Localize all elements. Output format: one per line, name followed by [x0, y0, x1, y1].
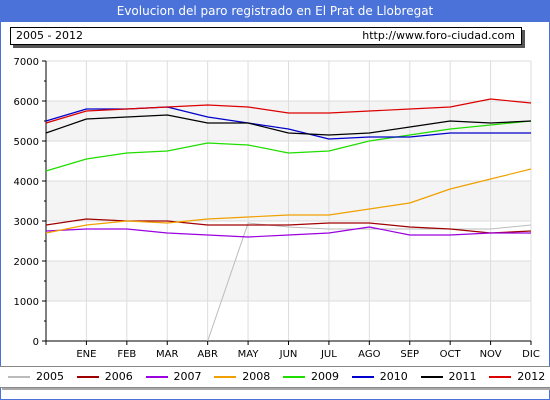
series-line-2005 — [207, 222, 532, 342]
x-tick-label: ABR — [197, 349, 218, 360]
x-tick-label: ENE — [76, 349, 96, 360]
legend-swatch — [8, 376, 30, 378]
y-tick-label: 2000 — [14, 257, 39, 268]
x-tick-label: DIC — [522, 349, 540, 360]
x-tick-label: SEP — [400, 349, 419, 360]
y-tick-label: 5000 — [14, 137, 39, 148]
legend-label: 2009 — [311, 370, 339, 383]
line-chart: 0 1000 2000 3000 4000 5000 6000 7000 ENE FEB MAR AB… — [14, 57, 540, 360]
series-line-2007 — [45, 226, 531, 238]
info-box: 2005 - 2012 http://www.foro-ciudad.com — [10, 27, 522, 45]
x-tick-label: MAR — [156, 349, 178, 360]
legend-swatch — [76, 376, 99, 378]
legend-swatch — [420, 376, 443, 378]
legend-label: 2008 — [242, 370, 271, 383]
legend-label: 2012 — [517, 370, 546, 383]
x-tick-label: JUL — [320, 349, 337, 360]
date-range-label: 2005 - 2012 — [16, 29, 83, 42]
legend-label: 2011 — [448, 370, 477, 383]
series-line-2009 — [45, 120, 532, 172]
legend-swatch — [489, 376, 512, 378]
y-tick-label: 4000 — [14, 177, 39, 188]
source-url-label[interactable]: http://www.foro-ciudad.com — [362, 29, 515, 42]
legend-swatch — [351, 376, 374, 378]
chart-title: Evolucion del paro registrado en El Prat… — [0, 0, 550, 22]
legend-label: 2006 — [104, 370, 133, 383]
x-tick-label: AGO — [358, 349, 380, 360]
y-tick-label: 3000 — [14, 217, 39, 228]
series-line-2011 — [45, 114, 532, 136]
legend-swatch — [145, 376, 168, 378]
y-tick-label: 0 — [33, 337, 39, 348]
x-tick-label: FEB — [117, 349, 136, 360]
x-tick-label: NOV — [480, 349, 502, 360]
x-tick-label: OCT — [440, 349, 462, 360]
legend-label: 2010 — [379, 370, 408, 383]
x-tick-label: MAY — [238, 349, 260, 360]
legend-swatch — [214, 376, 237, 378]
y-tick-label: 6000 — [14, 97, 39, 108]
legend-label: 2007 — [173, 370, 202, 383]
series-line-2012 — [45, 98, 532, 124]
y-tick-label: 7000 — [14, 57, 39, 68]
x-tick-label: JUN — [279, 349, 298, 360]
y-tick-label: 1000 — [14, 297, 39, 308]
chart-legend: 2005 2006 2007 2008 2009 2010 2011 2012 — [0, 366, 550, 388]
legend-label: 2005 — [36, 370, 64, 383]
legend-swatch — [283, 376, 305, 378]
series-line-2008 — [45, 168, 532, 234]
